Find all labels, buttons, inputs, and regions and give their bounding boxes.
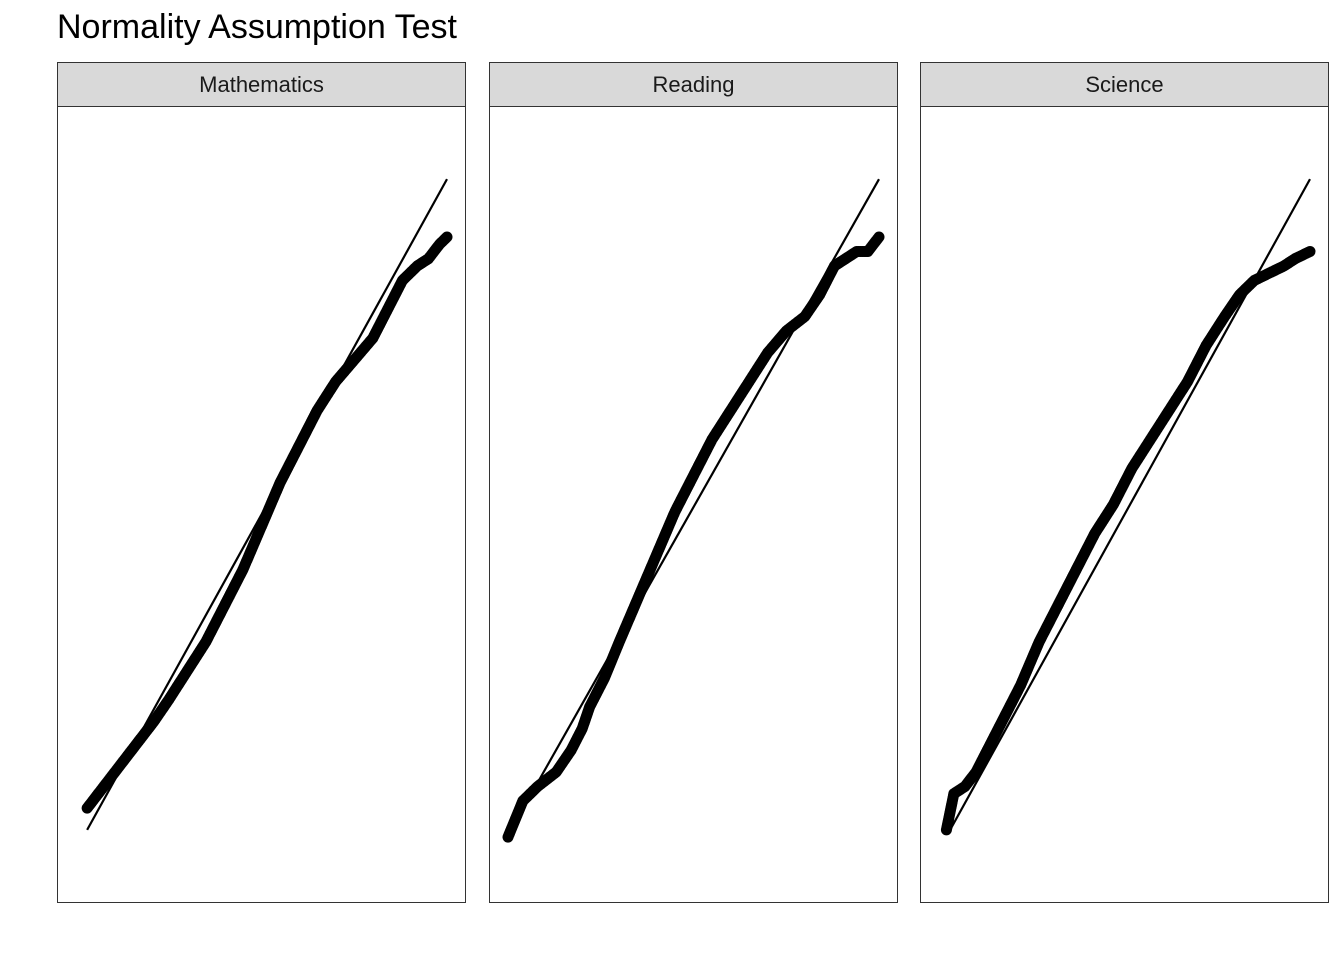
chart-title: Normality Assumption Test bbox=[57, 8, 457, 46]
facet-strip: Reading bbox=[489, 62, 898, 108]
qq-plot-svg bbox=[940, 178, 1316, 836]
facet-panel-reading: Reading bbox=[489, 62, 898, 903]
plot-area bbox=[920, 106, 1329, 903]
qq-point bbox=[441, 231, 453, 243]
facet-label: Science bbox=[1085, 71, 1164, 97]
facet-panel-science: Science bbox=[920, 62, 1329, 903]
plot-area bbox=[57, 106, 466, 903]
qq-plot-svg bbox=[502, 178, 885, 843]
facet-panel-mathematics: Mathematics bbox=[57, 62, 466, 903]
qq-plot-svg bbox=[81, 178, 453, 831]
facet-strip: Mathematics bbox=[57, 62, 466, 108]
facet-strip: Science bbox=[920, 62, 1329, 108]
plot-area bbox=[489, 106, 898, 903]
qq-point bbox=[1304, 245, 1316, 257]
facet-label: Reading bbox=[652, 71, 735, 97]
qq-point bbox=[873, 231, 885, 243]
facet-label: Mathematics bbox=[199, 71, 324, 97]
